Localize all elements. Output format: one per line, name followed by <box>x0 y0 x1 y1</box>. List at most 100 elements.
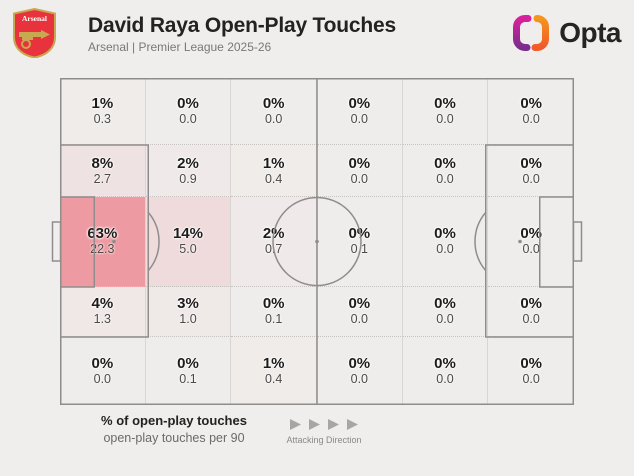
zone-per90-label: 0.0 <box>522 171 540 186</box>
legend-secondary-label: open-play touches per 90 <box>103 431 245 445</box>
pitch-zone-cell: 4% 1.3 <box>60 286 146 337</box>
pitch-zone-cell: 3% 1.0 <box>145 286 232 337</box>
zone-pct-label: 0% <box>348 154 371 172</box>
zone-pct-label: 1% <box>91 95 114 113</box>
legend-primary-label: % of open-play touches <box>101 413 247 428</box>
pitch-zone-cell: 63% 22.3 <box>60 197 146 287</box>
pitch-zone-cell: 2% 0.9 <box>145 145 232 198</box>
zone-per90-label: 0.0 <box>522 242 540 257</box>
pitch-zone-cell: 1% 0.3 <box>60 78 146 146</box>
zone-per90-label: 0.0 <box>179 112 197 127</box>
pitch-zone-cell: 0% 0.0 <box>488 286 574 337</box>
zone-per90-label: 2.7 <box>93 171 112 186</box>
zone-per90-label: 0.4 <box>264 371 283 386</box>
pitch-zone-cell: 0% 0.0 <box>145 78 232 146</box>
zone-per90-label: 0.0 <box>436 371 454 386</box>
zone-per90-label: 0.0 <box>350 171 369 186</box>
pitch-zone-cell: 0% 0.0 <box>402 78 489 146</box>
pitch-zone-cell: 0% 0.1 <box>145 336 232 405</box>
zone-pct-label: 1% <box>262 354 285 372</box>
zone-pct-label: 0% <box>348 225 371 243</box>
zone-per90-label: 0.0 <box>264 112 283 127</box>
zone-per90-label: 0.1 <box>350 242 369 257</box>
zone-pct-label: 0% <box>520 295 542 313</box>
pitch-zone-cell: 0% 0.0 <box>402 286 489 337</box>
zone-per90-label: 0.0 <box>350 112 369 127</box>
arrow-right-icon <box>328 419 339 430</box>
pitch-zone-cell: 0% 0.0 <box>488 197 574 287</box>
zone-pct-label: 0% <box>262 295 285 313</box>
pitch-zone-cell: 8% 2.7 <box>60 145 146 198</box>
zone-per90-label: 0.7 <box>264 242 283 257</box>
zone-per90-label: 0.0 <box>436 242 454 257</box>
pitch-zone-cell: 0% 0.0 <box>402 145 489 198</box>
pitch-zone-cell: 1% 0.4 <box>231 145 317 198</box>
zone-per90-label: 0.0 <box>350 371 369 386</box>
legend: % of open-play touches open-play touches… <box>60 413 288 445</box>
pitch-zone-cell: 0% 0.0 <box>316 145 403 198</box>
pitch-zone-cell: 0% 0.0 <box>402 336 489 405</box>
zone-pct-label: 2% <box>177 154 199 172</box>
zone-pct-label: 3% <box>177 295 199 313</box>
zone-per90-label: 0.0 <box>522 112 540 127</box>
attacking-direction-arrows-icon <box>278 418 370 431</box>
attacking-direction: Attacking Direction <box>278 418 370 445</box>
zone-pct-label: 14% <box>172 225 203 243</box>
pitch-zone-cell: 0% 0.0 <box>60 336 146 405</box>
arrow-right-icon <box>347 419 358 430</box>
zone-pct-label: 0% <box>177 95 199 113</box>
zone-per90-label: 0.0 <box>522 371 540 386</box>
zone-pct-label: 8% <box>91 154 114 172</box>
pitch-zone-cell: 0% 0.1 <box>231 286 317 337</box>
zone-per90-label: 0.0 <box>522 312 540 327</box>
arrow-right-icon <box>290 419 301 430</box>
zone-pct-label: 0% <box>348 95 371 113</box>
zone-grid: 1% 0.3 0% 0.0 0% 0.0 0% 0.0 0% 0.0 0% 0.0 8% 2.7 2% 0.9… <box>60 78 574 405</box>
zone-pct-label: 0% <box>434 295 456 313</box>
opta-logo: Opta <box>511 13 621 53</box>
attacking-direction-label: Attacking Direction <box>286 435 362 445</box>
zone-pct-label: 0% <box>520 354 542 372</box>
pitch-zone-cell: 0% 0.0 <box>488 145 574 198</box>
zone-pct-label: 1% <box>262 154 285 172</box>
zone-per90-label: 0.0 <box>436 171 454 186</box>
zone-per90-label: 22.3 <box>90 242 115 257</box>
page-title: David Raya Open-Play Touches <box>88 14 396 37</box>
pitch-zone-cell: 0% 0.0 <box>488 78 574 146</box>
page-subtitle: Arsenal | Premier League 2025-26 <box>88 40 272 54</box>
zone-pct-label: 0% <box>520 154 542 172</box>
crest-text: Arsenal <box>22 14 47 23</box>
zone-pct-label: 0% <box>434 154 456 172</box>
zone-pct-label: 0% <box>520 95 542 113</box>
zone-pct-label: 0% <box>177 354 199 372</box>
pitch-zone-cell: 1% 0.4 <box>231 336 317 405</box>
opta-wordmark: Opta <box>559 17 621 48</box>
pitch-zone-cell: 0% 0.0 <box>402 197 489 287</box>
pitch-zone-cell: 0% 0.0 <box>316 336 403 405</box>
zone-per90-label: 1.3 <box>93 312 112 327</box>
zone-pct-label: 0% <box>348 295 371 313</box>
zone-per90-label: 1.0 <box>179 312 197 327</box>
arsenal-crest-icon: Arsenal <box>13 8 56 58</box>
zone-per90-label: 0.1 <box>264 312 283 327</box>
pitch-zone-cell: 14% 5.0 <box>145 197 232 287</box>
zone-per90-label: 0.0 <box>350 312 369 327</box>
zone-per90-label: 0.9 <box>179 171 197 186</box>
zone-per90-label: 0.0 <box>436 112 454 127</box>
zone-pct-label: 63% <box>87 225 118 243</box>
arrow-right-icon <box>309 419 320 430</box>
pitch-zone-cell: 0% 0.0 <box>231 78 317 146</box>
pitch-zone-cell: 2% 0.7 <box>231 197 317 287</box>
zone-per90-label: 0.4 <box>264 171 283 186</box>
pitch-zone-cell: 0% 0.1 <box>316 197 403 287</box>
pitch-zone-cell: 0% 0.0 <box>316 78 403 146</box>
zone-pct-label: 0% <box>262 95 285 113</box>
zone-pct-label: 0% <box>520 225 542 243</box>
zone-per90-label: 0.0 <box>436 312 454 327</box>
zone-pct-label: 0% <box>434 95 456 113</box>
zone-pct-label: 0% <box>434 225 456 243</box>
pitch-zone-cell: 0% 0.0 <box>316 286 403 337</box>
pitch-zone-cell: 0% 0.0 <box>488 336 574 405</box>
zone-pct-label: 0% <box>91 354 114 372</box>
